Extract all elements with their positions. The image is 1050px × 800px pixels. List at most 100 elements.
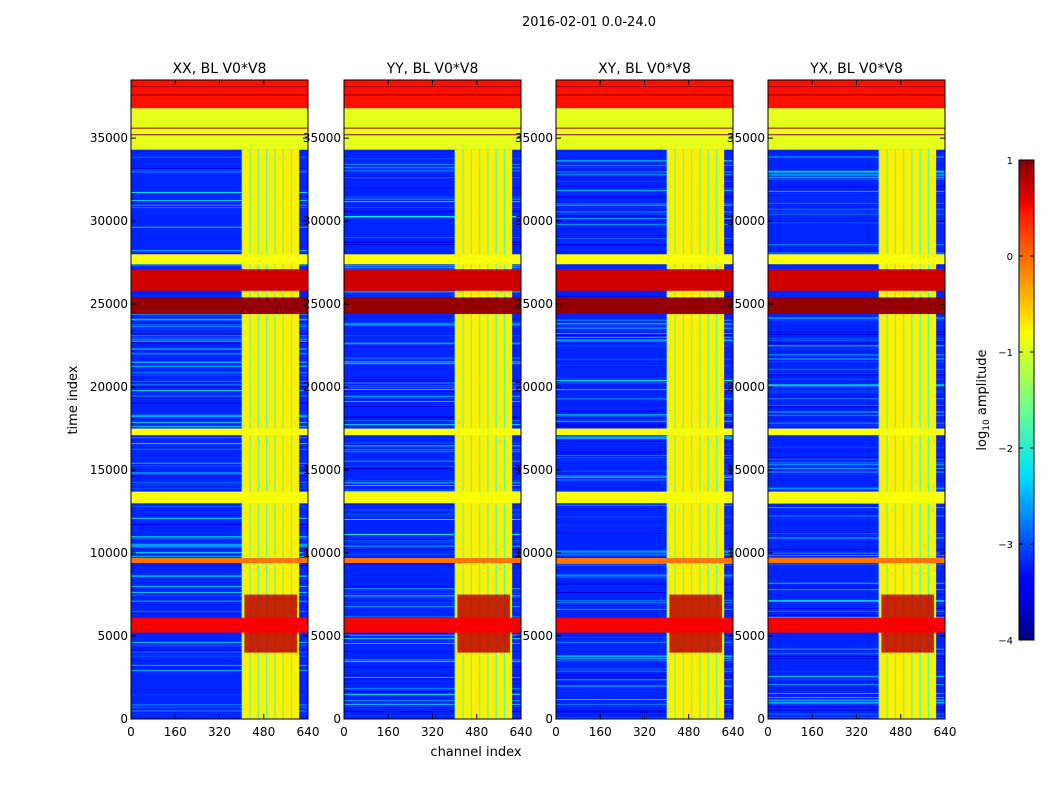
flag-band — [344, 491, 521, 504]
y-tick-label: 25000 — [515, 297, 553, 311]
panel-title: YX, BL V0*V8 — [809, 61, 903, 77]
x-tick-label: 0 — [127, 725, 135, 739]
colorbar-label: log10 amplitude — [975, 349, 992, 450]
flag-band — [344, 269, 521, 291]
x-tick-label: 480 — [677, 725, 700, 739]
flag-band — [768, 254, 945, 265]
y-tick-label: 20000 — [303, 380, 341, 394]
flag-band — [556, 269, 733, 291]
panel-3: XY, BL V0*V8 0 160 320 480 640 0 5000 10000 15000… — [515, 61, 745, 739]
flag-band — [768, 491, 945, 504]
y-tick-label: 35000 — [90, 131, 128, 145]
y-tick-label: 15000 — [515, 463, 553, 477]
y-tick-label: 20000 — [515, 380, 553, 394]
y-tick-label: 30000 — [727, 214, 765, 228]
panel-2: YY, BL V0*V8 0 160 320 480 640 0 5000 10000 15000… — [303, 61, 533, 739]
flag-band — [556, 491, 733, 504]
colorbar-tick-label: −3 — [998, 540, 1013, 551]
y-tick-label: 35000 — [515, 131, 553, 145]
flag-bands — [344, 80, 521, 633]
panel-title: XX, BL V0*V8 — [173, 61, 267, 77]
y-tick-label: 5000 — [522, 629, 553, 643]
y-tick-label: 0 — [545, 712, 553, 726]
panel-title: XY, BL V0*V8 — [598, 61, 691, 77]
colorbar-tick-label: −2 — [998, 444, 1013, 455]
colorbar-tick-label: 0 — [1007, 252, 1013, 263]
y-tick-label: 20000 — [727, 380, 765, 394]
y-tick-label: 0 — [333, 712, 341, 726]
x-axis-label: channel index — [430, 745, 521, 760]
y-tick-label: 0 — [757, 712, 765, 726]
x-tick-label: 480 — [252, 725, 275, 739]
flag-band — [344, 108, 521, 150]
flag-band — [131, 108, 308, 150]
colorbar-tick-label: 1 — [1007, 156, 1013, 167]
flag-band — [556, 108, 733, 150]
x-tick-label: 0 — [552, 725, 560, 739]
y-tick-label: 25000 — [303, 297, 341, 311]
flag-band — [556, 558, 733, 563]
y-tick-label: 20000 — [90, 380, 128, 394]
x-tick-label: 480 — [465, 725, 488, 739]
x-tick-label: 160 — [801, 725, 824, 739]
flag-band — [344, 254, 521, 265]
y-tick-label: 15000 — [727, 463, 765, 477]
panel-1: XX, BL V0*V8 0 160 320 480 640 0 5000 10000 15000… — [90, 61, 320, 739]
y-tick-label: 35000 — [727, 131, 765, 145]
flag-band — [556, 254, 733, 265]
flag-band — [131, 297, 308, 315]
flag-band — [556, 428, 733, 436]
y-tick-label: 35000 — [303, 131, 341, 145]
y-tick-label: 5000 — [310, 629, 341, 643]
flag-band — [344, 558, 521, 563]
colorbar-tick-label: −1 — [998, 348, 1013, 359]
flag-band — [768, 617, 945, 633]
x-tick-label: 160 — [377, 725, 400, 739]
y-tick-label: 10000 — [90, 546, 128, 560]
x-tick-label: 160 — [164, 725, 187, 739]
x-tick-label: 640 — [297, 725, 320, 739]
flag-band — [131, 558, 308, 563]
y-tick-label: 10000 — [303, 546, 341, 560]
colorbar-gradient — [1018, 159, 1035, 641]
flag-band — [131, 254, 308, 265]
flag-band — [768, 269, 945, 291]
x-tick-label: 640 — [510, 725, 533, 739]
flag-band — [556, 617, 733, 633]
y-tick-label: 30000 — [515, 214, 553, 228]
x-tick-label: 480 — [889, 725, 912, 739]
x-tick-label: 320 — [633, 725, 656, 739]
x-tick-label: 640 — [722, 725, 745, 739]
flag-band — [131, 617, 308, 633]
colorbar-ticks: 1 0 −1 −2 −3 −4 — [998, 156, 1034, 647]
x-tick-label: 640 — [934, 725, 957, 739]
y-tick-label: 30000 — [90, 214, 128, 228]
y-tick-label: 25000 — [90, 297, 128, 311]
x-tick-label: 320 — [208, 725, 231, 739]
y-tick-label: 10000 — [515, 546, 553, 560]
flag-band — [131, 269, 308, 291]
x-tick-label: 320 — [845, 725, 868, 739]
flag-band — [344, 428, 521, 436]
x-tick-label: 320 — [421, 725, 444, 739]
y-tick-label: 10000 — [727, 546, 765, 560]
flag-band — [344, 297, 521, 315]
y-tick-label: 5000 — [97, 629, 128, 643]
flag-band — [768, 428, 945, 436]
panel-title: YY, BL V0*V8 — [386, 61, 479, 77]
flag-band — [556, 297, 733, 315]
y-tick-label: 15000 — [303, 463, 341, 477]
flag-band — [131, 428, 308, 436]
panel-4: YX, BL V0*V8 0 160 320 480 640 0 5000 10000 15000… — [727, 61, 957, 739]
y-tick-label: 30000 — [303, 214, 341, 228]
flag-band — [768, 297, 945, 315]
colorbar: 1 0 −1 −2 −3 −4 log10 amplitude — [975, 156, 1035, 647]
x-tick-label: 160 — [589, 725, 612, 739]
colorbar-tick-label: −4 — [998, 636, 1013, 647]
y-tick-label: 5000 — [734, 629, 765, 643]
flag-band — [344, 617, 521, 633]
y-tick-label: 15000 — [90, 463, 128, 477]
x-tick-label: 0 — [340, 725, 348, 739]
x-tick-label: 0 — [764, 725, 772, 739]
